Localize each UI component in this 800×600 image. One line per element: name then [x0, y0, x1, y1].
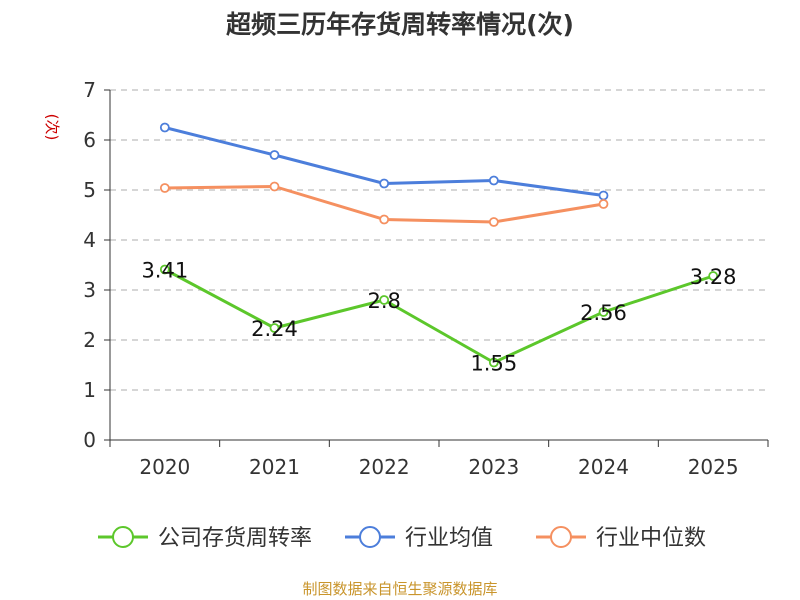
data-label: 1.55	[470, 352, 517, 376]
y-axis-label: (次)	[43, 114, 61, 141]
legend-marker	[359, 526, 381, 548]
data-point	[379, 214, 390, 225]
y-tick-label: 0	[83, 428, 96, 452]
y-tick-label: 4	[83, 228, 96, 252]
data-point	[159, 183, 170, 193]
y-tick-label: 6	[83, 128, 96, 152]
y-tick-label: 5	[83, 178, 96, 202]
data-label: 2.56	[580, 301, 627, 325]
legend: 公司存货周转率 行业均值 行业中位数	[98, 526, 706, 551]
y-tick-label: 1	[83, 378, 96, 402]
data-point	[379, 295, 390, 305]
legend-label: 行业中位数	[596, 526, 706, 551]
x-tick-label: 2024	[578, 455, 629, 479]
axes: 0 1 2 3 4 5 6 7 2020 2021 2022 2023 2024 2025	[83, 78, 769, 479]
grid-lines	[110, 89, 768, 391]
data-point	[708, 271, 719, 281]
data-label: 2.8	[367, 289, 400, 313]
y-tick-label: 7	[83, 78, 96, 102]
data-point	[488, 217, 499, 227]
data-point	[379, 178, 390, 189]
data-point	[488, 175, 499, 186]
chart-title: 超频三历年存货周转率情况(次)	[226, 10, 574, 39]
x-tick-label: 2025	[688, 455, 739, 479]
data-point	[598, 190, 609, 201]
source-note: 制图数据来自恒生聚源数据库	[302, 580, 497, 598]
x-tick-label: 2021	[249, 455, 300, 479]
data-label: 2.24	[251, 317, 298, 341]
x-tick-label: 2022	[359, 455, 410, 479]
data-label: 3.28	[690, 265, 737, 289]
data-point	[159, 122, 170, 133]
legend-marker	[112, 526, 134, 548]
series-line	[164, 268, 714, 364]
data-labels: 3.41 2.24 2.8 1.55 2.56 3.28	[141, 259, 736, 376]
legend-label: 公司存货周转率	[158, 526, 312, 551]
series-group	[159, 122, 719, 368]
x-tick-label: 2020	[139, 455, 190, 479]
legend-marker	[550, 526, 572, 548]
data-point	[269, 181, 280, 192]
data-point	[269, 150, 280, 160]
data-point	[598, 199, 609, 209]
data-point	[269, 323, 280, 333]
x-tick-label: 2023	[468, 455, 519, 479]
legend-label: 行业均值	[405, 526, 493, 551]
y-tick-label: 2	[83, 328, 96, 352]
data-label: 3.41	[141, 259, 188, 283]
data-point	[488, 357, 499, 368]
data-point	[598, 307, 609, 317]
y-tick-label: 3	[83, 278, 96, 302]
data-point	[159, 264, 170, 275]
